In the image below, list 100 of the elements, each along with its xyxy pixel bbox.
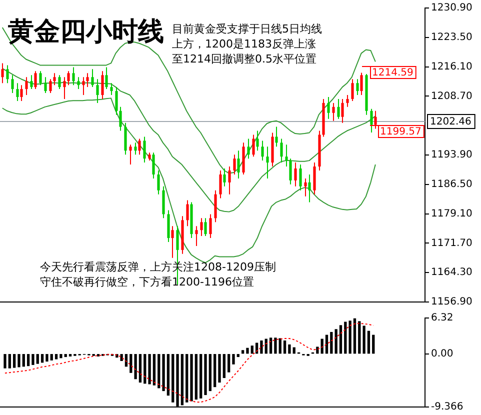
candlestick [67, 70, 70, 86]
chart-title: 黄金四小时线 [7, 16, 164, 47]
candlestick [219, 170, 222, 199]
candlestick [101, 70, 104, 100]
bar [283, 340, 286, 354]
bar [241, 350, 244, 354]
bar [22, 354, 25, 367]
candlestick [204, 218, 207, 237]
candlestick [25, 76, 28, 96]
candlestick [214, 190, 217, 223]
candlestick [351, 78, 354, 102]
candlestick [157, 170, 160, 195]
candlestick [308, 174, 311, 203]
candlestick [16, 82, 19, 102]
bar [227, 354, 230, 372]
bar [148, 354, 151, 384]
candlestick [124, 122, 127, 156]
candlestick [162, 186, 165, 219]
bar [269, 338, 272, 354]
bar [130, 354, 132, 373]
candlestick [285, 144, 288, 168]
candlestick [44, 76, 47, 94]
candlestick [129, 144, 132, 166]
bar [186, 354, 188, 402]
candlestick [337, 98, 340, 120]
candlestick [332, 102, 335, 122]
y-tick-label: 1216.10 [431, 61, 472, 72]
bar [353, 318, 356, 354]
candlestick [152, 152, 155, 179]
bar [260, 340, 263, 354]
candlestick [370, 108, 373, 133]
text: 1199.57 [380, 126, 422, 138]
candlestick [346, 94, 349, 108]
bar [26, 354, 30, 366]
candlestick [171, 226, 174, 258]
y-tick-label: 1179.10 [431, 208, 472, 220]
bar [8, 354, 11, 368]
bar [316, 346, 319, 354]
bar [330, 332, 333, 354]
y-tick-label: 1171.70 [431, 238, 472, 249]
candlestick [134, 142, 137, 156]
y-tick-label: 1223.50 [431, 32, 472, 43]
bar [4, 354, 6, 368]
candlestick [356, 78, 359, 96]
y-tick-label: 1186.50 [431, 178, 472, 190]
candlestick [34, 70, 37, 90]
candlestick [186, 200, 189, 227]
bar [172, 354, 174, 402]
candlestick [360, 72, 363, 96]
bar [232, 354, 235, 364]
candlestick [223, 168, 226, 187]
bar [64, 354, 67, 358]
candlestick [39, 70, 42, 86]
y-tick-label: 1156.90 [431, 296, 472, 308]
candlestick [49, 78, 52, 94]
bar [214, 354, 216, 388]
candlestick [237, 150, 240, 179]
candlestick [252, 134, 255, 158]
candlestick [115, 86, 118, 116]
candlestick [110, 82, 113, 96]
candlestick [143, 136, 146, 164]
candlestick [327, 96, 330, 120]
candlestick [167, 210, 170, 243]
candlestick [256, 130, 259, 152]
bar [339, 325, 342, 354]
candlestick [289, 158, 292, 185]
bar [60, 354, 62, 358]
candlestick [299, 164, 302, 191]
candlestick [200, 218, 203, 237]
bar [12, 354, 16, 368]
bar [246, 348, 249, 354]
bar [204, 354, 207, 396]
y-tick-label: 1208.70 [431, 90, 472, 102]
candlestick [63, 76, 66, 100]
candlestick [30, 74, 33, 90]
bar [138, 354, 142, 383]
bar [278, 338, 282, 354]
y-tick-label: 0.00 [431, 348, 454, 360]
bar [344, 322, 347, 354]
bar [32, 354, 34, 365]
bar [40, 354, 44, 363]
bar [50, 354, 53, 360]
candlestick [275, 126, 278, 148]
candlestick [20, 84, 23, 102]
candlestick [374, 110, 377, 130]
candlestick [304, 178, 307, 197]
bar [200, 354, 202, 398]
bar [152, 354, 156, 386]
candlestick [280, 138, 283, 164]
annotation: 目前黄金受支撑于日线5日均线上方，1200是1183反弹上涨至1214回撤调整0.5水平位置 [172, 22, 322, 66]
candlestick [341, 98, 344, 124]
y-tick-label: -9.366 [431, 402, 464, 413]
bar [236, 354, 240, 358]
annotation: 1214.59 [372, 68, 414, 79]
bar [54, 354, 58, 360]
line-series [4, 322, 374, 403]
candlestick [138, 138, 141, 156]
bar [162, 354, 165, 392]
candlestick [1, 62, 4, 84]
candlestick [294, 162, 297, 187]
